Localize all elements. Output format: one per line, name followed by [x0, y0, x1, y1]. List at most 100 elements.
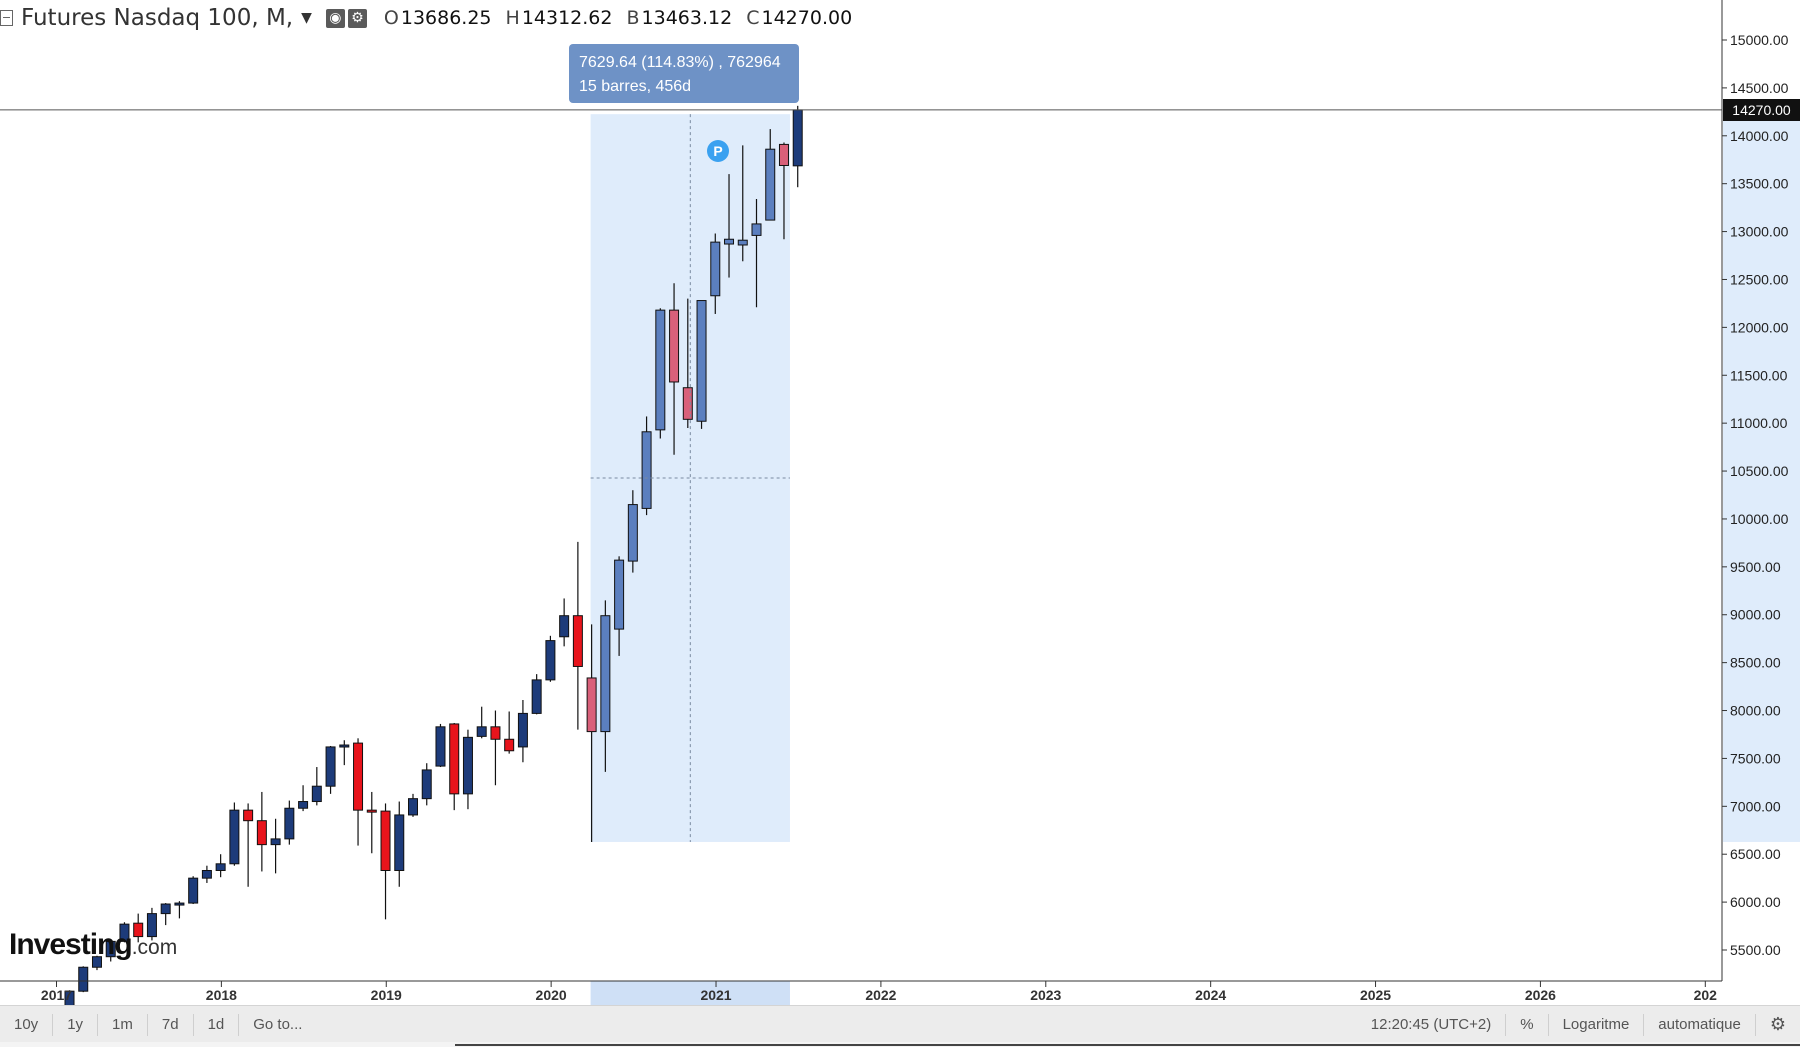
candle-body [476, 726, 487, 737]
candle[interactable] [133, 913, 144, 943]
candle[interactable] [655, 308, 666, 439]
candle[interactable] [243, 803, 254, 887]
candle[interactable] [421, 763, 432, 806]
candle[interactable] [408, 793, 418, 817]
time-tick-label: 2025 [1360, 987, 1391, 1003]
candle[interactable] [298, 785, 309, 812]
candle[interactable] [270, 818, 281, 874]
candle-body [724, 238, 735, 245]
candle[interactable] [229, 802, 240, 866]
candle[interactable] [119, 922, 130, 943]
candle[interactable] [778, 142, 789, 240]
range-7d-button[interactable]: 7d [148, 1013, 194, 1036]
candle[interactable] [737, 145, 748, 262]
range-1y-button[interactable]: 1y [53, 1013, 99, 1036]
measure-tooltip-change: 7629.64 (114.83%) , 762964 [579, 54, 781, 71]
candle-body [119, 923, 130, 942]
auto-scale-button[interactable]: automatique [1644, 1013, 1756, 1036]
eye-icon[interactable]: ◉ [325, 8, 345, 28]
candle[interactable] [91, 955, 102, 971]
candle[interactable] [559, 598, 570, 647]
percent-scale-button[interactable]: % [1506, 1013, 1549, 1036]
price-tick-label: 15000.00 [1730, 32, 1789, 48]
price-tick-label: 11000.00 [1730, 415, 1788, 431]
candle[interactable] [380, 803, 391, 920]
candle[interactable] [353, 738, 364, 846]
price-axis-highlight [1723, 114, 1800, 842]
candle-body [256, 820, 267, 846]
candle[interactable] [765, 129, 776, 221]
candle[interactable] [256, 791, 267, 872]
candle[interactable] [105, 939, 116, 962]
candle[interactable] [517, 699, 528, 763]
candle[interactable] [174, 901, 185, 919]
price-tick-label: 7000.00 [1730, 798, 1781, 814]
candle[interactable] [160, 903, 171, 926]
range-10y-button[interactable]: 10y [0, 1013, 54, 1036]
candle[interactable] [215, 854, 226, 878]
candle[interactable] [78, 966, 89, 993]
candle-body [655, 309, 666, 431]
candle[interactable] [641, 416, 652, 516]
candlestick-chart[interactable]: 5500.00 6000.00 6500.00 7000.00 7500.00 8000.… [0, 0, 1800, 1005]
candle[interactable] [490, 710, 501, 786]
candle[interactable] [682, 298, 693, 428]
candle[interactable] [325, 745, 336, 794]
scrollbar[interactable] [0, 1042, 1800, 1047]
candle[interactable] [366, 791, 377, 854]
symbol-title[interactable]: Futures Nasdaq 100, M, [21, 5, 294, 31]
candle-body [284, 807, 295, 840]
candle[interactable] [146, 907, 157, 941]
candle[interactable] [586, 624, 597, 842]
candle[interactable] [435, 723, 446, 768]
candle[interactable] [311, 767, 322, 806]
candle[interactable] [394, 801, 405, 887]
price-tick-label: 6500.00 [1730, 846, 1781, 862]
range-1m-button[interactable]: 1m [98, 1013, 148, 1036]
log-scale-button[interactable]: Logaritme [1549, 1013, 1645, 1036]
measure-tooltip-bars: 15 barres, 456d [579, 78, 692, 95]
logo-brand: Investing [9, 928, 133, 961]
candle[interactable] [462, 729, 473, 810]
candle-body [572, 615, 583, 667]
chart-area[interactable]: 5500.00 6000.00 6500.00 7000.00 7500.00 8000.… [0, 0, 1800, 1005]
candle-body [682, 387, 693, 420]
candle-body [765, 148, 776, 221]
candle[interactable] [696, 300, 707, 429]
candle[interactable] [339, 740, 350, 766]
candle[interactable] [545, 635, 556, 682]
candle[interactable] [188, 876, 199, 905]
time-tick-label: 2021 [700, 987, 731, 1003]
candle[interactable] [614, 556, 625, 656]
candle-body [669, 309, 680, 383]
candle[interactable] [201, 865, 212, 883]
current-price-badge: 14270.00 [1723, 99, 1800, 121]
candle[interactable] [669, 283, 680, 455]
range-1d-button[interactable]: 1d [194, 1013, 240, 1036]
chevron-down-icon[interactable]: ▼ [301, 10, 312, 26]
price-tick-label: 11500.00 [1730, 367, 1788, 383]
candle[interactable] [710, 233, 721, 314]
candle[interactable] [284, 800, 295, 845]
candle-body [696, 300, 707, 422]
gear-icon[interactable]: ⚙ [347, 8, 367, 28]
time-tick-label: 202 [1694, 987, 1718, 1003]
candle[interactable] [531, 674, 542, 715]
symbol-header: Futures Nasdaq 100, M, ▼ ◉ ⚙ O 13686.25 H… [0, 4, 852, 32]
candle[interactable] [504, 711, 515, 754]
candle-body [298, 801, 309, 809]
event-marker[interactable]: P [707, 140, 729, 162]
investing-logo: Investing.com [9, 928, 177, 962]
candle[interactable] [449, 722, 460, 811]
candle[interactable] [600, 600, 611, 772]
candle[interactable] [724, 174, 735, 278]
collapse-icon[interactable] [0, 10, 13, 26]
candle[interactable] [751, 199, 762, 308]
candle-body [531, 679, 542, 714]
candle[interactable] [476, 706, 487, 739]
settings-gear-icon[interactable]: ⚙ [1769, 1014, 1786, 1034]
candle[interactable] [572, 541, 583, 730]
goto-button[interactable]: Go to... [253, 1016, 303, 1033]
candle[interactable] [64, 990, 75, 1005]
candle[interactable] [627, 490, 638, 573]
